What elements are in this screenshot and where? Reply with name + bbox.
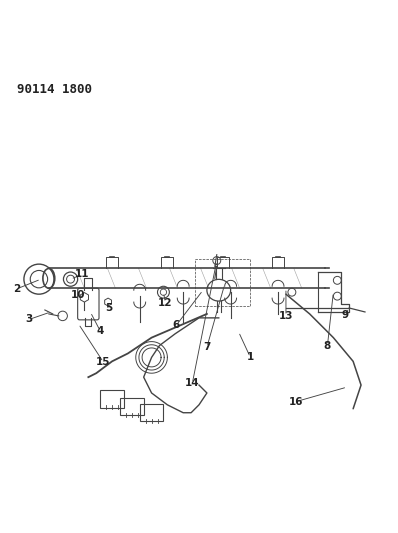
Text: 11: 11 bbox=[75, 269, 90, 279]
Text: 3: 3 bbox=[25, 314, 33, 325]
Text: 13: 13 bbox=[279, 311, 293, 321]
Text: 14: 14 bbox=[185, 378, 199, 389]
Text: 1: 1 bbox=[247, 352, 254, 362]
Text: 90114 1800: 90114 1800 bbox=[17, 83, 92, 96]
Text: 8: 8 bbox=[324, 341, 331, 351]
Text: 9: 9 bbox=[341, 310, 349, 320]
Text: 5: 5 bbox=[105, 303, 113, 313]
Text: 16: 16 bbox=[289, 397, 303, 407]
Text: 15: 15 bbox=[96, 357, 111, 367]
Text: 6: 6 bbox=[173, 320, 180, 330]
Text: 4: 4 bbox=[96, 326, 104, 336]
Text: 7: 7 bbox=[203, 342, 211, 352]
Text: 2: 2 bbox=[13, 284, 20, 294]
Text: 10: 10 bbox=[71, 290, 86, 300]
Text: 12: 12 bbox=[158, 298, 173, 308]
